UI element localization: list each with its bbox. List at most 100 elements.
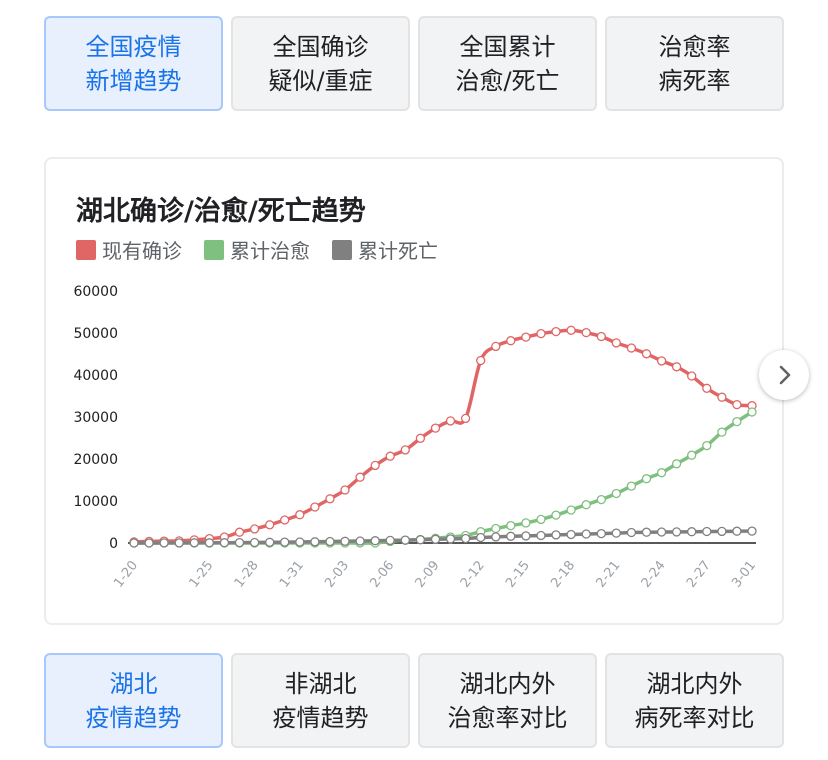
data-point <box>506 336 516 346</box>
legend-swatch <box>332 239 352 260</box>
data-point <box>536 514 546 525</box>
data-point <box>280 515 290 525</box>
y-tick-label: 20000 <box>73 452 118 468</box>
bottom-tab-bar: 湖北 疫情趋势 非湖北 疫情趋势 湖北内外 治愈率对比 湖北内外 病死率对比 <box>44 653 784 748</box>
data-point <box>747 526 757 536</box>
series-line <box>133 410 753 545</box>
data-point <box>687 371 697 381</box>
data-point <box>295 510 305 520</box>
data-point <box>566 529 576 540</box>
data-point <box>671 459 682 469</box>
tab-hubei-trend[interactable]: 湖北 疫情趋势 <box>44 653 223 748</box>
x-tick-label: 2-24 <box>639 558 669 590</box>
tab-cure-death-rate[interactable]: 治愈率 病死率 <box>605 16 784 111</box>
legend-label: 累计治愈 <box>230 239 310 263</box>
data-point <box>385 451 395 461</box>
data-point <box>280 537 290 547</box>
data-point <box>702 440 712 451</box>
tab-national-new-trend[interactable]: 全国疫情 新增趋势 <box>44 16 223 111</box>
data-point <box>234 537 245 548</box>
data-point <box>626 527 637 538</box>
x-tick-label: 2-15 <box>503 558 533 590</box>
legend-item-dead[interactable]: 累计死亡 <box>332 235 438 264</box>
data-point <box>717 392 727 402</box>
tab-label: 全国疫情 新增趋势 <box>85 32 182 95</box>
legend-item-cured[interactable]: 累计治愈 <box>204 235 310 264</box>
tab-label: 湖北 疫情趋势 <box>85 669 182 732</box>
data-point <box>536 530 546 541</box>
data-point <box>249 537 260 548</box>
tab-national-confirmed-suspected[interactable]: 全国确诊 疑似/重症 <box>231 16 410 111</box>
legend-item-current-confirmed[interactable]: 现有确诊 <box>76 235 182 264</box>
data-point <box>400 535 410 545</box>
y-tick-label: 50000 <box>73 326 118 342</box>
data-point <box>656 356 667 366</box>
data-point <box>611 338 621 348</box>
data-point <box>581 500 591 510</box>
data-point <box>536 328 546 339</box>
tab-hubei-cure-rate-compare[interactable]: 湖北内外 治愈率对比 <box>418 653 597 748</box>
data-point <box>566 325 576 335</box>
data-point <box>460 533 471 544</box>
data-point <box>430 423 441 433</box>
data-point <box>129 538 139 548</box>
x-tick-label: 2-03 <box>322 558 352 590</box>
data-point <box>551 530 561 540</box>
next-chart-button[interactable] <box>759 350 809 400</box>
data-point <box>566 505 576 515</box>
data-point <box>521 518 531 528</box>
data-point <box>189 538 199 548</box>
data-point <box>476 355 486 366</box>
data-point <box>687 450 697 460</box>
tab-national-cured-dead[interactable]: 全国累计 治愈/死亡 <box>418 16 597 111</box>
data-point <box>641 474 652 484</box>
data-point <box>551 510 561 520</box>
data-point <box>445 534 456 544</box>
y-tick-label: 40000 <box>73 368 118 384</box>
data-point <box>415 433 426 443</box>
tab-hubei-death-rate-compare[interactable]: 湖北内外 病死率对比 <box>605 653 784 748</box>
x-tick-label: 2-06 <box>367 558 397 590</box>
y-tick-label: 60000 <box>73 284 118 300</box>
data-point <box>596 494 606 505</box>
data-point <box>717 427 727 437</box>
legend-label: 累计死亡 <box>358 239 438 263</box>
data-point <box>717 526 727 537</box>
tab-label: 全国确诊 疑似/重症 <box>268 32 373 95</box>
data-point <box>491 523 501 534</box>
data-point <box>506 520 516 531</box>
line-chart: 60000 50000 40000 30000 20000 10000 0 1-20 1-25 1… <box>73 284 759 591</box>
x-tick-label: 1-20 <box>111 558 141 590</box>
data-point <box>747 407 757 417</box>
data-point <box>611 488 621 499</box>
legend-swatch <box>76 239 96 260</box>
x-tick-label: 1-28 <box>232 558 262 590</box>
data-point <box>174 538 184 548</box>
x-tick-label: 3-01 <box>729 558 759 590</box>
data-point <box>521 531 531 541</box>
tab-label: 全国累计 治愈/死亡 <box>455 32 560 95</box>
data-point <box>581 327 591 338</box>
x-tick-label: 1-31 <box>277 558 307 590</box>
data-point <box>702 383 712 393</box>
chart-card: 湖北确诊/治愈/死亡趋势 现有确诊 累计治愈 累计死亡 60000 50000 40… <box>44 157 784 625</box>
y-tick-label: 0 <box>109 536 118 552</box>
data-point <box>641 527 652 537</box>
legend-swatch <box>204 239 224 260</box>
data-point <box>671 527 682 537</box>
data-point <box>370 460 380 471</box>
data-point <box>340 485 350 495</box>
y-tick-label: 30000 <box>73 410 118 426</box>
data-point <box>310 502 320 512</box>
data-point <box>702 526 712 537</box>
data-point <box>159 538 169 548</box>
data-point <box>265 537 275 547</box>
data-point <box>476 532 486 543</box>
data-point <box>641 349 652 359</box>
tab-non-hubei-trend[interactable]: 非湖北 疫情趋势 <box>231 653 410 748</box>
data-point <box>370 536 380 546</box>
data-point <box>596 528 606 539</box>
data-point <box>732 416 742 427</box>
data-point <box>249 524 260 534</box>
tab-label: 治愈率 病死率 <box>658 32 731 95</box>
